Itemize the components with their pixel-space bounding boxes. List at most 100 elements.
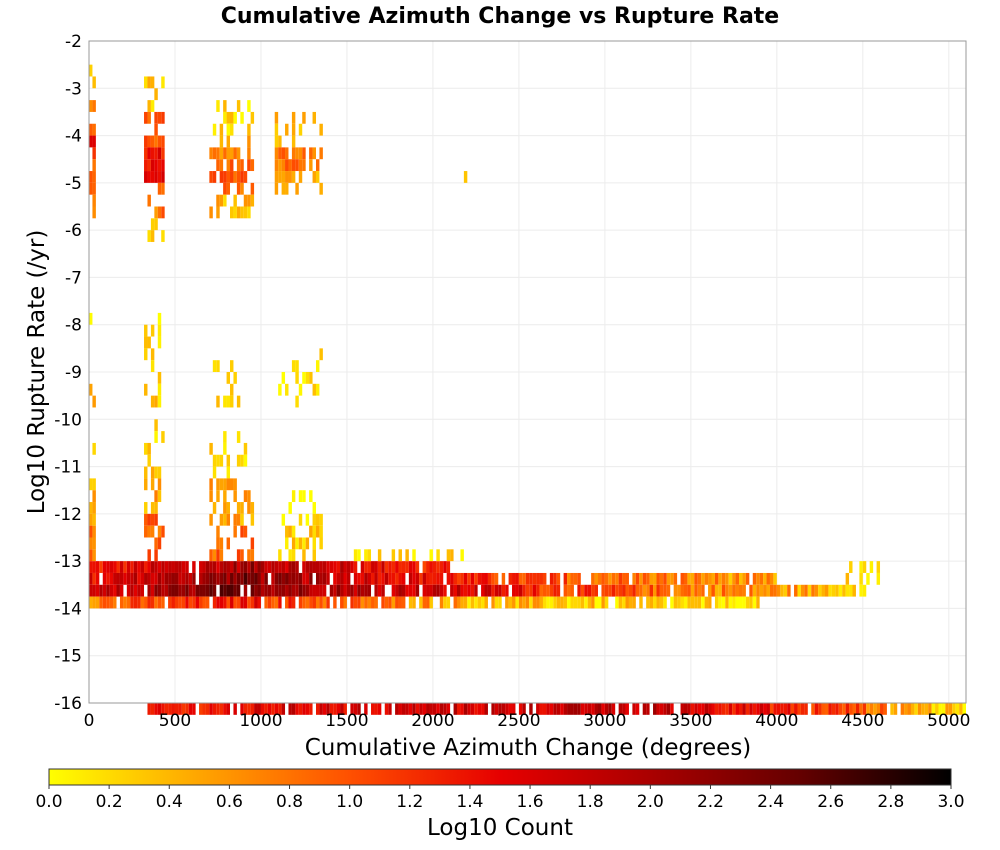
heatmap-cell (247, 100, 251, 112)
heatmap-cell (216, 360, 220, 372)
heatmap-cell (367, 561, 372, 573)
heatmap-cell (285, 383, 289, 396)
heatmap-cell (515, 584, 519, 597)
heatmap-cell (230, 171, 234, 183)
heatmap-cell (247, 194, 251, 207)
heatmap-cell (312, 171, 316, 183)
heatmap-cell (147, 572, 151, 585)
heatmap-cell (291, 525, 296, 538)
heatmap-cell (181, 572, 186, 585)
heatmap-cell (694, 572, 698, 585)
heatmap-cell (188, 584, 193, 597)
heatmap-cell (374, 703, 378, 715)
heatmap-cell (653, 572, 657, 585)
heatmap-cell (395, 572, 399, 585)
heatmap-cell (185, 572, 189, 585)
heatmap-cell (515, 596, 519, 609)
heatmap-cell (917, 703, 922, 715)
heatmap-cell (405, 703, 409, 715)
heatmap-cell (615, 596, 619, 609)
heatmap-cell (150, 466, 155, 479)
heatmap-cell (350, 561, 354, 573)
heatmap-cell (453, 572, 457, 585)
x-tick-label: 2500 (497, 711, 540, 731)
heatmap-cell (384, 561, 389, 573)
heatmap-cell (295, 703, 299, 715)
heatmap-cell (150, 100, 155, 112)
heatmap-cell (549, 584, 554, 597)
heatmap-cell (426, 584, 430, 597)
heatmap-cell (869, 561, 874, 573)
heatmap-cell (422, 596, 427, 609)
heatmap-cell (680, 596, 684, 609)
heatmap-cell (429, 703, 433, 715)
heatmap-cell (873, 703, 877, 715)
heatmap-cell (298, 703, 303, 715)
heatmap-cell (842, 703, 846, 715)
heatmap-cell (474, 584, 478, 597)
heatmap-cell (556, 572, 561, 585)
heatmap-cell (752, 703, 757, 715)
heatmap-cell (690, 572, 695, 585)
heatmap-cell (92, 171, 96, 183)
heatmap-cell (329, 703, 334, 715)
heatmap-cell (164, 561, 169, 573)
heatmap-cell (216, 395, 220, 408)
colorbar-tick-label: 3.0 (937, 792, 964, 812)
heatmap-cell (663, 572, 667, 585)
heatmap-cell (92, 561, 96, 573)
heatmap-cell (223, 572, 227, 585)
heatmap-cell (223, 513, 227, 526)
heatmap-cell (604, 703, 609, 715)
heatmap-cell (673, 572, 678, 585)
heatmap-cell (89, 513, 93, 526)
heatmap-cell (147, 584, 151, 597)
y-tick-label: -2 (65, 32, 82, 52)
heatmap-cell (821, 584, 825, 597)
heatmap-cell (89, 182, 93, 195)
heatmap-cell (99, 596, 103, 609)
heatmap-cell (150, 525, 155, 538)
heatmap-cell (862, 561, 867, 573)
heatmap-cell (567, 572, 571, 585)
heatmap-cell (216, 703, 220, 715)
heatmap-cell (553, 596, 557, 609)
heatmap-cell (436, 561, 440, 573)
heatmap-cell (491, 584, 495, 597)
heatmap-cell (243, 194, 248, 207)
heatmap-cell (315, 383, 320, 396)
heatmap-cell (831, 584, 836, 597)
heatmap-cell (353, 561, 358, 573)
heatmap-cell (694, 584, 698, 597)
heatmap-cell (254, 703, 258, 715)
heatmap-cell (388, 596, 392, 609)
heatmap-cell (150, 360, 155, 372)
heatmap-cell (701, 596, 705, 609)
heatmap-cell (154, 502, 158, 514)
heatmap-cell (199, 561, 203, 573)
heatmap-cell (230, 123, 234, 136)
y-tick-label: -11 (54, 458, 82, 478)
heatmap-cell (415, 561, 420, 573)
heatmap-cell (618, 572, 623, 585)
heatmap-cell (309, 703, 313, 715)
heatmap-cell (219, 194, 224, 207)
heatmap-cell (859, 703, 863, 715)
heatmap-cell (209, 478, 213, 491)
heatmap-cell (353, 584, 358, 597)
heatmap-cell (436, 703, 440, 715)
heatmap-cell (852, 584, 856, 597)
heatmap-cell (508, 572, 513, 585)
heatmap-cell (388, 561, 392, 573)
heatmap-cell (948, 703, 953, 715)
heatmap-cell (247, 572, 251, 585)
x-tick-label: 3000 (583, 711, 626, 731)
heatmap-cell (157, 466, 162, 479)
heatmap-cell (271, 572, 275, 585)
heatmap-cell (690, 596, 695, 609)
heatmap-cell (147, 147, 151, 160)
heatmap-cell (223, 442, 227, 455)
heatmap-cell (364, 703, 368, 715)
heatmap-cell (154, 596, 158, 609)
heatmap-cell (749, 703, 753, 715)
